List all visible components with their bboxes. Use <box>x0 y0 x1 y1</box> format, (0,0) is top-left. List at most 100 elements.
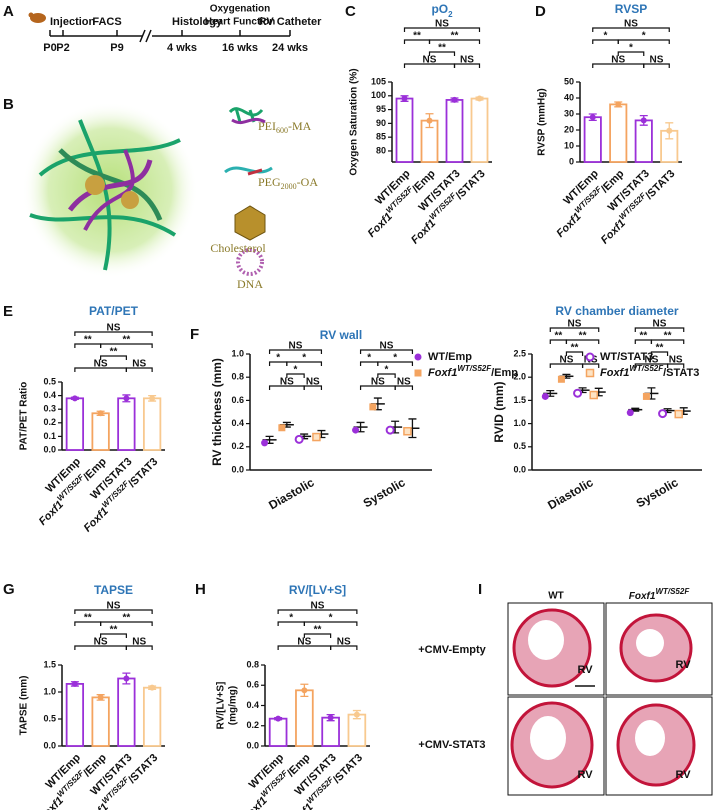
bar <box>583 116 602 163</box>
legend-label: WT/Emp <box>428 351 472 363</box>
nanoparticle <box>22 102 273 278</box>
chart-title: RV chamber diameter <box>555 304 678 318</box>
comparison-bracket <box>617 51 645 56</box>
chart-title: PAT/PET <box>89 304 139 318</box>
y-tick-label: 10 <box>564 140 574 150</box>
comparison-bracket <box>634 327 685 332</box>
timeline-event: RV Catheter <box>259 16 322 28</box>
panel-label: H <box>195 581 206 598</box>
y-tick-label: 2.0 <box>513 372 526 382</box>
y-tick-label: 1.0 <box>43 686 56 696</box>
y-tick-label: 1.5 <box>43 659 56 669</box>
comparison-bracket <box>650 351 669 356</box>
comparison-label: ** <box>579 331 587 342</box>
comparison-label: NS <box>568 319 582 330</box>
error-bar <box>408 418 417 439</box>
comparison-label: NS <box>460 55 474 66</box>
nanoparticle-legend: Cholesterol <box>210 241 266 255</box>
comparison-bracket <box>100 343 153 348</box>
y-tick-label: 0.3 <box>43 404 56 414</box>
mean-point <box>97 694 104 701</box>
data-point <box>294 434 304 444</box>
comparison-label: ** <box>438 43 446 54</box>
bar <box>295 689 314 747</box>
panel-label: E <box>3 303 13 320</box>
y-tick-label: 0.4 <box>231 418 244 428</box>
mean-point <box>426 117 433 124</box>
y-tick-label: 0.2 <box>43 417 56 427</box>
timeline-event: Injection <box>50 16 96 28</box>
mean-point <box>666 127 673 134</box>
comparison-label: * <box>642 31 646 42</box>
comparison-bracket <box>74 609 153 614</box>
bar <box>91 696 110 747</box>
comparison-bracket <box>428 39 481 44</box>
comparison-bracket <box>428 51 456 56</box>
comparison-label: ** <box>656 343 664 354</box>
y-tick-label: 1.0 <box>513 418 526 428</box>
legend-label: WT/STAT3 <box>600 351 653 363</box>
legend-label: Foxf1WT/S52F/STAT3 <box>600 364 699 379</box>
pei-strand <box>58 148 163 221</box>
histology-images <box>507 602 713 796</box>
bar <box>268 717 288 747</box>
y-tick-label: 0.4 <box>43 390 56 400</box>
comparison-bracket <box>100 355 127 360</box>
y-axis-label: (mg/mg) <box>228 686 239 725</box>
mean-point <box>401 95 408 102</box>
panel-label: C <box>345 3 356 20</box>
x-tick-label: Systolic <box>361 475 408 510</box>
comparison-label: NS <box>337 637 351 648</box>
y-tick-label: 0.5 <box>43 713 56 723</box>
nanoparticle-legend: DNA <box>237 277 263 291</box>
comparison-label: ** <box>554 331 562 342</box>
comparison-label: * <box>276 353 280 364</box>
comparison-label: ** <box>122 335 130 346</box>
data-point <box>541 392 549 400</box>
bar <box>609 103 628 163</box>
y-tick-label: 80 <box>376 145 386 155</box>
column-label: WT <box>548 591 564 602</box>
timeline-event: Heart Function <box>205 17 276 28</box>
mean-point <box>301 687 308 694</box>
comparison-label: ** <box>413 31 421 42</box>
timeline-event: Histology <box>172 16 223 28</box>
comparison-label: NS <box>669 355 683 366</box>
data-point <box>626 409 634 417</box>
y-tick-label: 100 <box>371 90 386 100</box>
column-label: Foxf1WT/S52F <box>629 587 691 602</box>
legend-marker <box>414 369 422 377</box>
comparison-bracket <box>394 385 414 390</box>
data-point <box>658 409 668 419</box>
y-tick-label: 0.8 <box>246 659 259 669</box>
y-tick-label: 1.5 <box>513 395 526 405</box>
peg-strand <box>29 213 177 237</box>
y-tick-label: 95 <box>376 104 386 114</box>
legend-marker <box>585 368 595 378</box>
comparison-bracket <box>377 361 414 366</box>
mean-point <box>123 395 130 402</box>
comparison-bracket <box>617 39 670 44</box>
legend-marker <box>585 352 595 362</box>
cholesterol-icon <box>234 205 266 241</box>
data-point <box>589 390 598 400</box>
y-axis-label: RVSP (mmHg) <box>537 88 548 155</box>
timeline-event: Oxygenation <box>210 4 271 15</box>
chart-title: RV wall <box>320 328 362 342</box>
mean-point <box>71 395 78 402</box>
mean-point <box>451 96 458 103</box>
bar <box>65 683 85 747</box>
y-tick-label: 0.0 <box>231 464 244 474</box>
timeline <box>28 12 290 43</box>
mean-point <box>615 101 622 108</box>
bar <box>117 677 136 747</box>
heart-lumen <box>635 720 665 756</box>
comparison-label: ** <box>571 343 579 354</box>
data-point <box>312 432 321 442</box>
mean-point <box>327 714 334 721</box>
mean-point <box>71 680 78 687</box>
bar <box>142 397 162 451</box>
y-tick-label: 0.6 <box>246 680 259 690</box>
bar <box>395 97 414 163</box>
